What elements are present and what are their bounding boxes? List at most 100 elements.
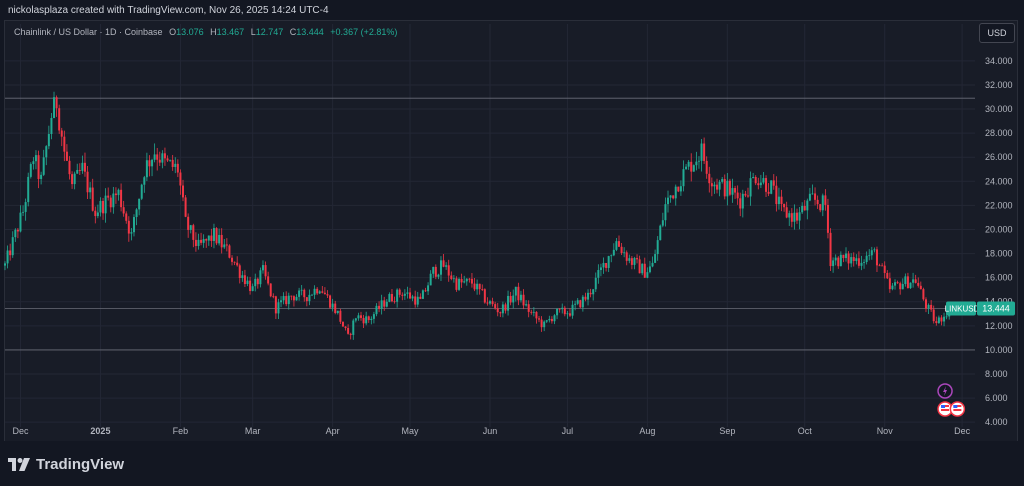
candle <box>228 244 231 259</box>
candle-body <box>677 186 680 192</box>
candle <box>703 137 706 164</box>
candle <box>197 233 200 250</box>
symbol-title[interactable]: Chainlink / US Dollar · 1D · Coinbase <box>14 27 163 37</box>
candle-body <box>225 244 228 246</box>
candle <box>883 261 886 279</box>
candle-body <box>491 301 494 305</box>
candle <box>445 262 448 270</box>
candle <box>919 281 922 290</box>
candle <box>574 300 577 311</box>
high-label: H <box>210 27 217 37</box>
candle-body <box>166 158 169 161</box>
candle <box>610 254 613 263</box>
candle-body <box>553 315 556 322</box>
candle <box>11 231 14 258</box>
candle <box>728 178 731 197</box>
candle <box>326 290 329 298</box>
candle <box>628 254 631 264</box>
y-tick-label: 26.000 <box>985 152 1013 162</box>
candle-body <box>697 160 700 162</box>
candle <box>669 195 672 203</box>
candle-body <box>597 270 600 278</box>
candle-body <box>192 225 195 240</box>
candle-body <box>40 174 43 179</box>
x-tick-label: Aug <box>639 426 655 436</box>
candle-body <box>383 300 386 307</box>
candle <box>749 171 752 206</box>
candle-body <box>300 289 303 291</box>
candle-body <box>759 182 762 186</box>
candle-body <box>628 258 631 261</box>
candle-body <box>194 239 197 246</box>
currency-button[interactable]: USD <box>979 23 1015 43</box>
candle-body <box>135 209 138 218</box>
candle-body <box>104 195 107 214</box>
candle <box>354 317 357 323</box>
us-flag-icon[interactable] <box>937 401 953 417</box>
candle <box>403 289 406 300</box>
y-tick-label: 22.000 <box>985 200 1013 210</box>
candle <box>158 151 161 166</box>
candle <box>42 149 45 177</box>
candle <box>476 279 479 295</box>
candle-body <box>672 195 675 199</box>
candle-body <box>267 276 270 284</box>
candle <box>81 155 84 174</box>
candle-body <box>231 257 234 262</box>
candle <box>14 228 17 242</box>
candle-body <box>212 228 215 241</box>
candle <box>55 95 58 117</box>
candle <box>519 290 522 303</box>
candle <box>716 178 719 194</box>
candle <box>659 224 662 241</box>
candle-body <box>357 315 360 319</box>
candle-body <box>839 254 842 267</box>
candle-body <box>847 253 850 264</box>
chart-pane[interactable] <box>4 20 1018 442</box>
candle-body <box>478 283 481 290</box>
candle <box>375 303 378 317</box>
candle <box>584 292 587 302</box>
candle <box>579 299 582 309</box>
candle <box>182 179 185 202</box>
candle <box>664 197 667 227</box>
candle-body <box>765 178 768 192</box>
candle <box>901 278 904 290</box>
candle-body <box>127 220 130 234</box>
candle-body <box>344 326 347 328</box>
candle <box>300 285 303 296</box>
low-label: L <box>250 27 256 37</box>
candle-body <box>705 160 708 174</box>
candle <box>821 193 824 217</box>
candle-body <box>940 317 943 322</box>
candle <box>556 308 559 320</box>
candle <box>512 289 515 309</box>
candle-body <box>641 263 644 274</box>
lightning-icon[interactable] <box>937 383 953 399</box>
candle-body <box>434 266 437 277</box>
candle-body <box>646 272 649 278</box>
x-tick-label: Oct <box>798 426 813 436</box>
candle-body <box>282 296 285 301</box>
us-flag-icon[interactable] <box>949 401 966 417</box>
candle-body <box>27 176 30 203</box>
candle <box>352 318 355 340</box>
candle-body <box>587 292 590 300</box>
candle-body <box>581 296 584 308</box>
candle <box>437 273 440 280</box>
candle <box>886 270 889 280</box>
candle-body <box>788 213 791 218</box>
candle-body <box>744 193 747 196</box>
candle <box>803 200 806 211</box>
candle-body <box>563 307 566 315</box>
candle <box>571 300 574 319</box>
candle-body <box>767 191 770 194</box>
candle-body <box>584 296 587 300</box>
candle-body <box>375 305 378 315</box>
candle <box>630 256 633 270</box>
candle-body <box>6 250 9 264</box>
tradingview-logo[interactable]: TradingView <box>8 455 124 473</box>
candle <box>499 311 502 318</box>
candle-body <box>414 296 417 305</box>
